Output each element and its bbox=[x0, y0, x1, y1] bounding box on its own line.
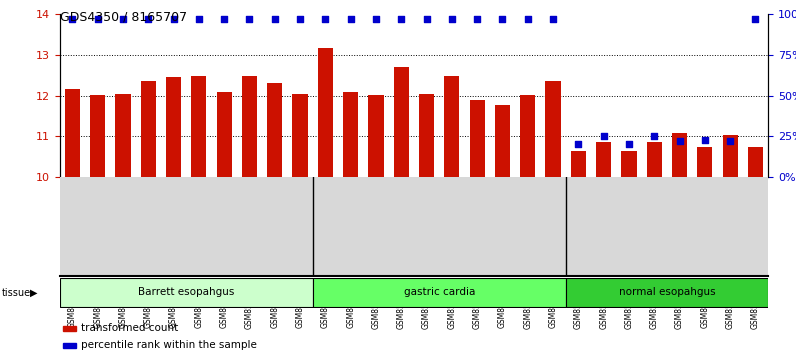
Point bbox=[319, 16, 332, 22]
Point bbox=[496, 16, 509, 22]
Point bbox=[218, 16, 231, 22]
Point bbox=[345, 16, 357, 22]
Bar bbox=[115, 95, 131, 177]
Bar bbox=[545, 81, 560, 177]
Point bbox=[243, 16, 256, 22]
Point bbox=[648, 133, 661, 139]
Bar bbox=[520, 95, 536, 177]
Point bbox=[193, 16, 205, 22]
Bar bbox=[369, 95, 384, 177]
Text: percentile rank within the sample: percentile rank within the sample bbox=[81, 340, 257, 350]
Bar bbox=[90, 95, 105, 177]
Bar bbox=[596, 142, 611, 177]
Point bbox=[167, 16, 180, 22]
Text: normal esopahgus: normal esopahgus bbox=[618, 287, 716, 297]
Bar bbox=[343, 92, 358, 177]
Bar bbox=[646, 142, 661, 177]
Text: GDS4350 / 8165707: GDS4350 / 8165707 bbox=[60, 11, 187, 24]
Text: gastric cardia: gastric cardia bbox=[404, 287, 475, 297]
Bar bbox=[64, 90, 80, 177]
Point bbox=[521, 16, 534, 22]
FancyBboxPatch shape bbox=[566, 279, 768, 307]
Bar bbox=[672, 133, 687, 177]
Point bbox=[597, 133, 610, 139]
Bar bbox=[292, 95, 307, 177]
Point bbox=[420, 16, 433, 22]
Point bbox=[673, 138, 686, 144]
Text: transformed count: transformed count bbox=[81, 323, 178, 333]
Bar bbox=[470, 100, 485, 177]
Bar bbox=[419, 93, 434, 177]
Point bbox=[470, 16, 483, 22]
Point bbox=[395, 16, 408, 22]
Bar bbox=[571, 152, 586, 177]
Bar bbox=[748, 147, 763, 177]
Point bbox=[699, 137, 712, 142]
Bar bbox=[63, 343, 76, 348]
Bar bbox=[63, 326, 76, 331]
Bar bbox=[697, 147, 712, 177]
Bar bbox=[394, 67, 409, 177]
Point bbox=[572, 142, 585, 147]
Bar bbox=[141, 81, 156, 177]
Point bbox=[142, 16, 154, 22]
Bar bbox=[495, 104, 510, 177]
Bar bbox=[318, 47, 333, 177]
Point bbox=[66, 16, 79, 22]
Bar bbox=[444, 76, 459, 177]
Bar bbox=[217, 92, 232, 177]
Text: ▶: ▶ bbox=[30, 288, 37, 298]
Bar bbox=[242, 76, 257, 177]
Point bbox=[116, 16, 129, 22]
FancyBboxPatch shape bbox=[60, 279, 313, 307]
Point bbox=[622, 142, 635, 147]
Point bbox=[92, 16, 104, 22]
Point bbox=[749, 16, 762, 22]
Bar bbox=[267, 83, 283, 177]
Point bbox=[547, 16, 560, 22]
Text: Barrett esopahgus: Barrett esopahgus bbox=[138, 287, 234, 297]
Bar bbox=[191, 76, 206, 177]
Point bbox=[268, 16, 281, 22]
Bar bbox=[622, 150, 637, 177]
Text: tissue: tissue bbox=[2, 288, 31, 298]
Bar bbox=[166, 77, 181, 177]
Point bbox=[369, 16, 382, 22]
Point bbox=[724, 138, 736, 144]
Point bbox=[294, 16, 306, 22]
Bar bbox=[723, 136, 738, 177]
FancyBboxPatch shape bbox=[313, 279, 566, 307]
Point bbox=[446, 16, 458, 22]
